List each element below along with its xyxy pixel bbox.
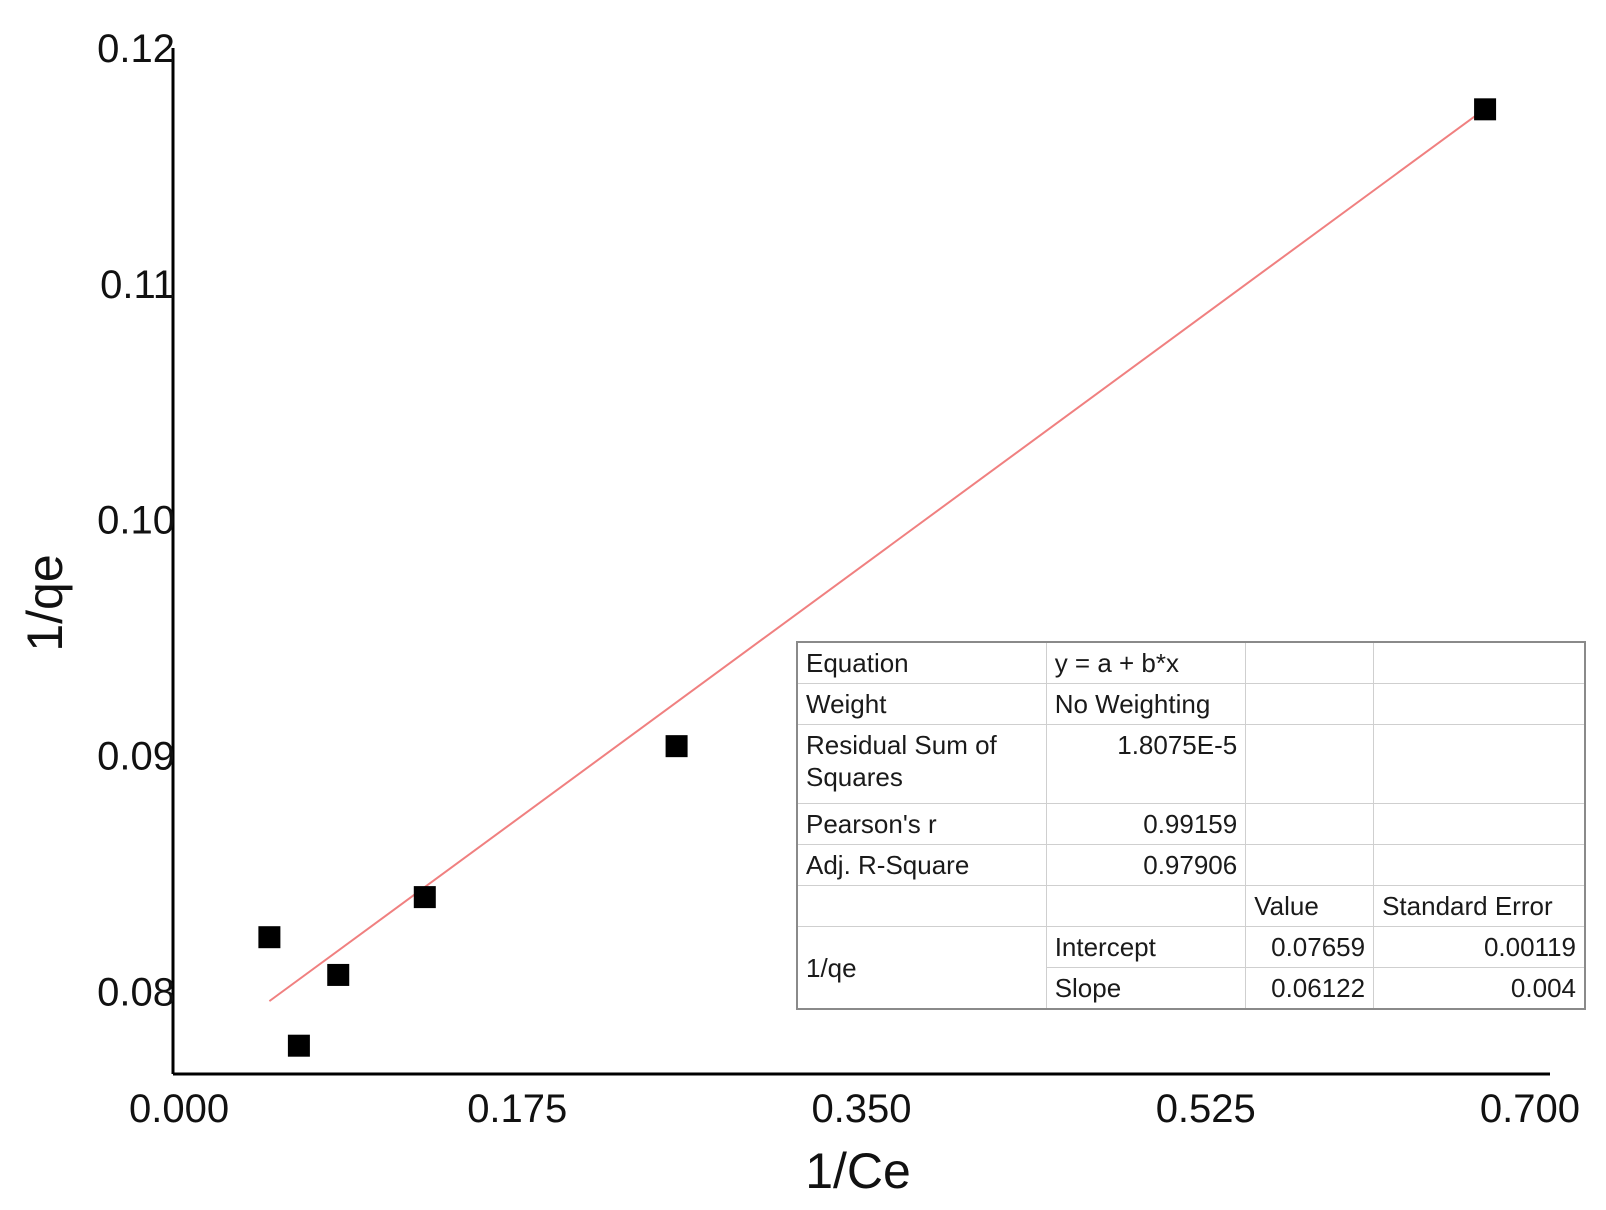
pearson-value: 0.99159 xyxy=(1045,803,1247,845)
fit-line-group xyxy=(268,107,1486,1002)
y-tick-label: 0.08 xyxy=(97,970,175,1014)
table-row: Slope 0.06122 0.004 xyxy=(797,967,1586,1010)
x-axis-title: 1/Ce xyxy=(805,1143,911,1199)
y-axis-title: 1/qe xyxy=(17,554,73,651)
pearson-label: Pearson's r xyxy=(796,803,1047,845)
y-tick-label: 0.09 xyxy=(97,735,175,779)
table-row: Equation y = a + b*x xyxy=(796,641,1586,684)
table-row: Weight No Weighting xyxy=(796,683,1586,725)
y-tick-label: 0.11 xyxy=(100,263,175,307)
data-point xyxy=(665,735,688,758)
x-tick-label: 0.175 xyxy=(467,1087,567,1131)
fit-line xyxy=(268,107,1486,1002)
intercept-stderr: 0.00119 xyxy=(1373,926,1586,968)
equation-label: Equation xyxy=(796,641,1047,684)
row-group-label: 1/qe xyxy=(796,926,1047,1010)
x-tick-label: 0.700 xyxy=(1480,1087,1580,1131)
rss-value: 1.8075E-5 xyxy=(1045,724,1247,804)
slope-stderr: 0.004 xyxy=(1373,967,1586,1010)
y-tick-label: 0.12 xyxy=(97,27,175,71)
x-tick-label: 0.350 xyxy=(811,1087,911,1131)
tick-labels: 0.000 0.175 0.350 0.525 0.700 0.08 0.09 0.10 0.1… xyxy=(97,27,1580,1131)
value-header: Value xyxy=(1245,885,1375,927)
table-row: Pearson's r 0.99159 xyxy=(796,803,1586,845)
intercept-label: Intercept xyxy=(1045,926,1247,968)
table-row: Adj. R-Square 0.97906 xyxy=(796,844,1586,886)
regression-stats-table: Equation y = a + b*x Weight No Weighting… xyxy=(796,641,1586,1010)
data-point xyxy=(258,926,281,949)
table-row: Residual Sum of Squares 1.8075E-5 xyxy=(796,724,1586,804)
slope-value: 0.06122 xyxy=(1245,967,1375,1010)
data-points xyxy=(258,98,1497,1057)
data-point xyxy=(1474,98,1497,121)
slope-label: Slope xyxy=(1045,967,1247,1010)
x-tick-label: 0.525 xyxy=(1156,1087,1256,1131)
stderr-header: Standard Error xyxy=(1373,885,1586,927)
y-tick-label: 0.10 xyxy=(97,499,175,543)
adj-r-square-label: Adj. R-Square xyxy=(796,844,1047,886)
weight-value: No Weighting xyxy=(1045,683,1247,725)
data-point xyxy=(413,886,436,909)
weight-label: Weight xyxy=(796,683,1047,725)
adj-r-square-value: 0.97906 xyxy=(1045,844,1247,886)
intercept-value: 0.07659 xyxy=(1245,926,1375,968)
equation-value: y = a + b*x xyxy=(1045,641,1247,684)
data-point xyxy=(327,963,350,986)
data-point xyxy=(287,1034,310,1057)
axes xyxy=(171,48,1550,1076)
table-row: 1/qe Intercept 0.07659 0.00119 xyxy=(796,926,1586,1010)
table-row: Value Standard Error xyxy=(796,885,1586,927)
x-tick-label: 0.000 xyxy=(129,1087,229,1131)
rss-label: Residual Sum of Squares xyxy=(796,724,1047,804)
